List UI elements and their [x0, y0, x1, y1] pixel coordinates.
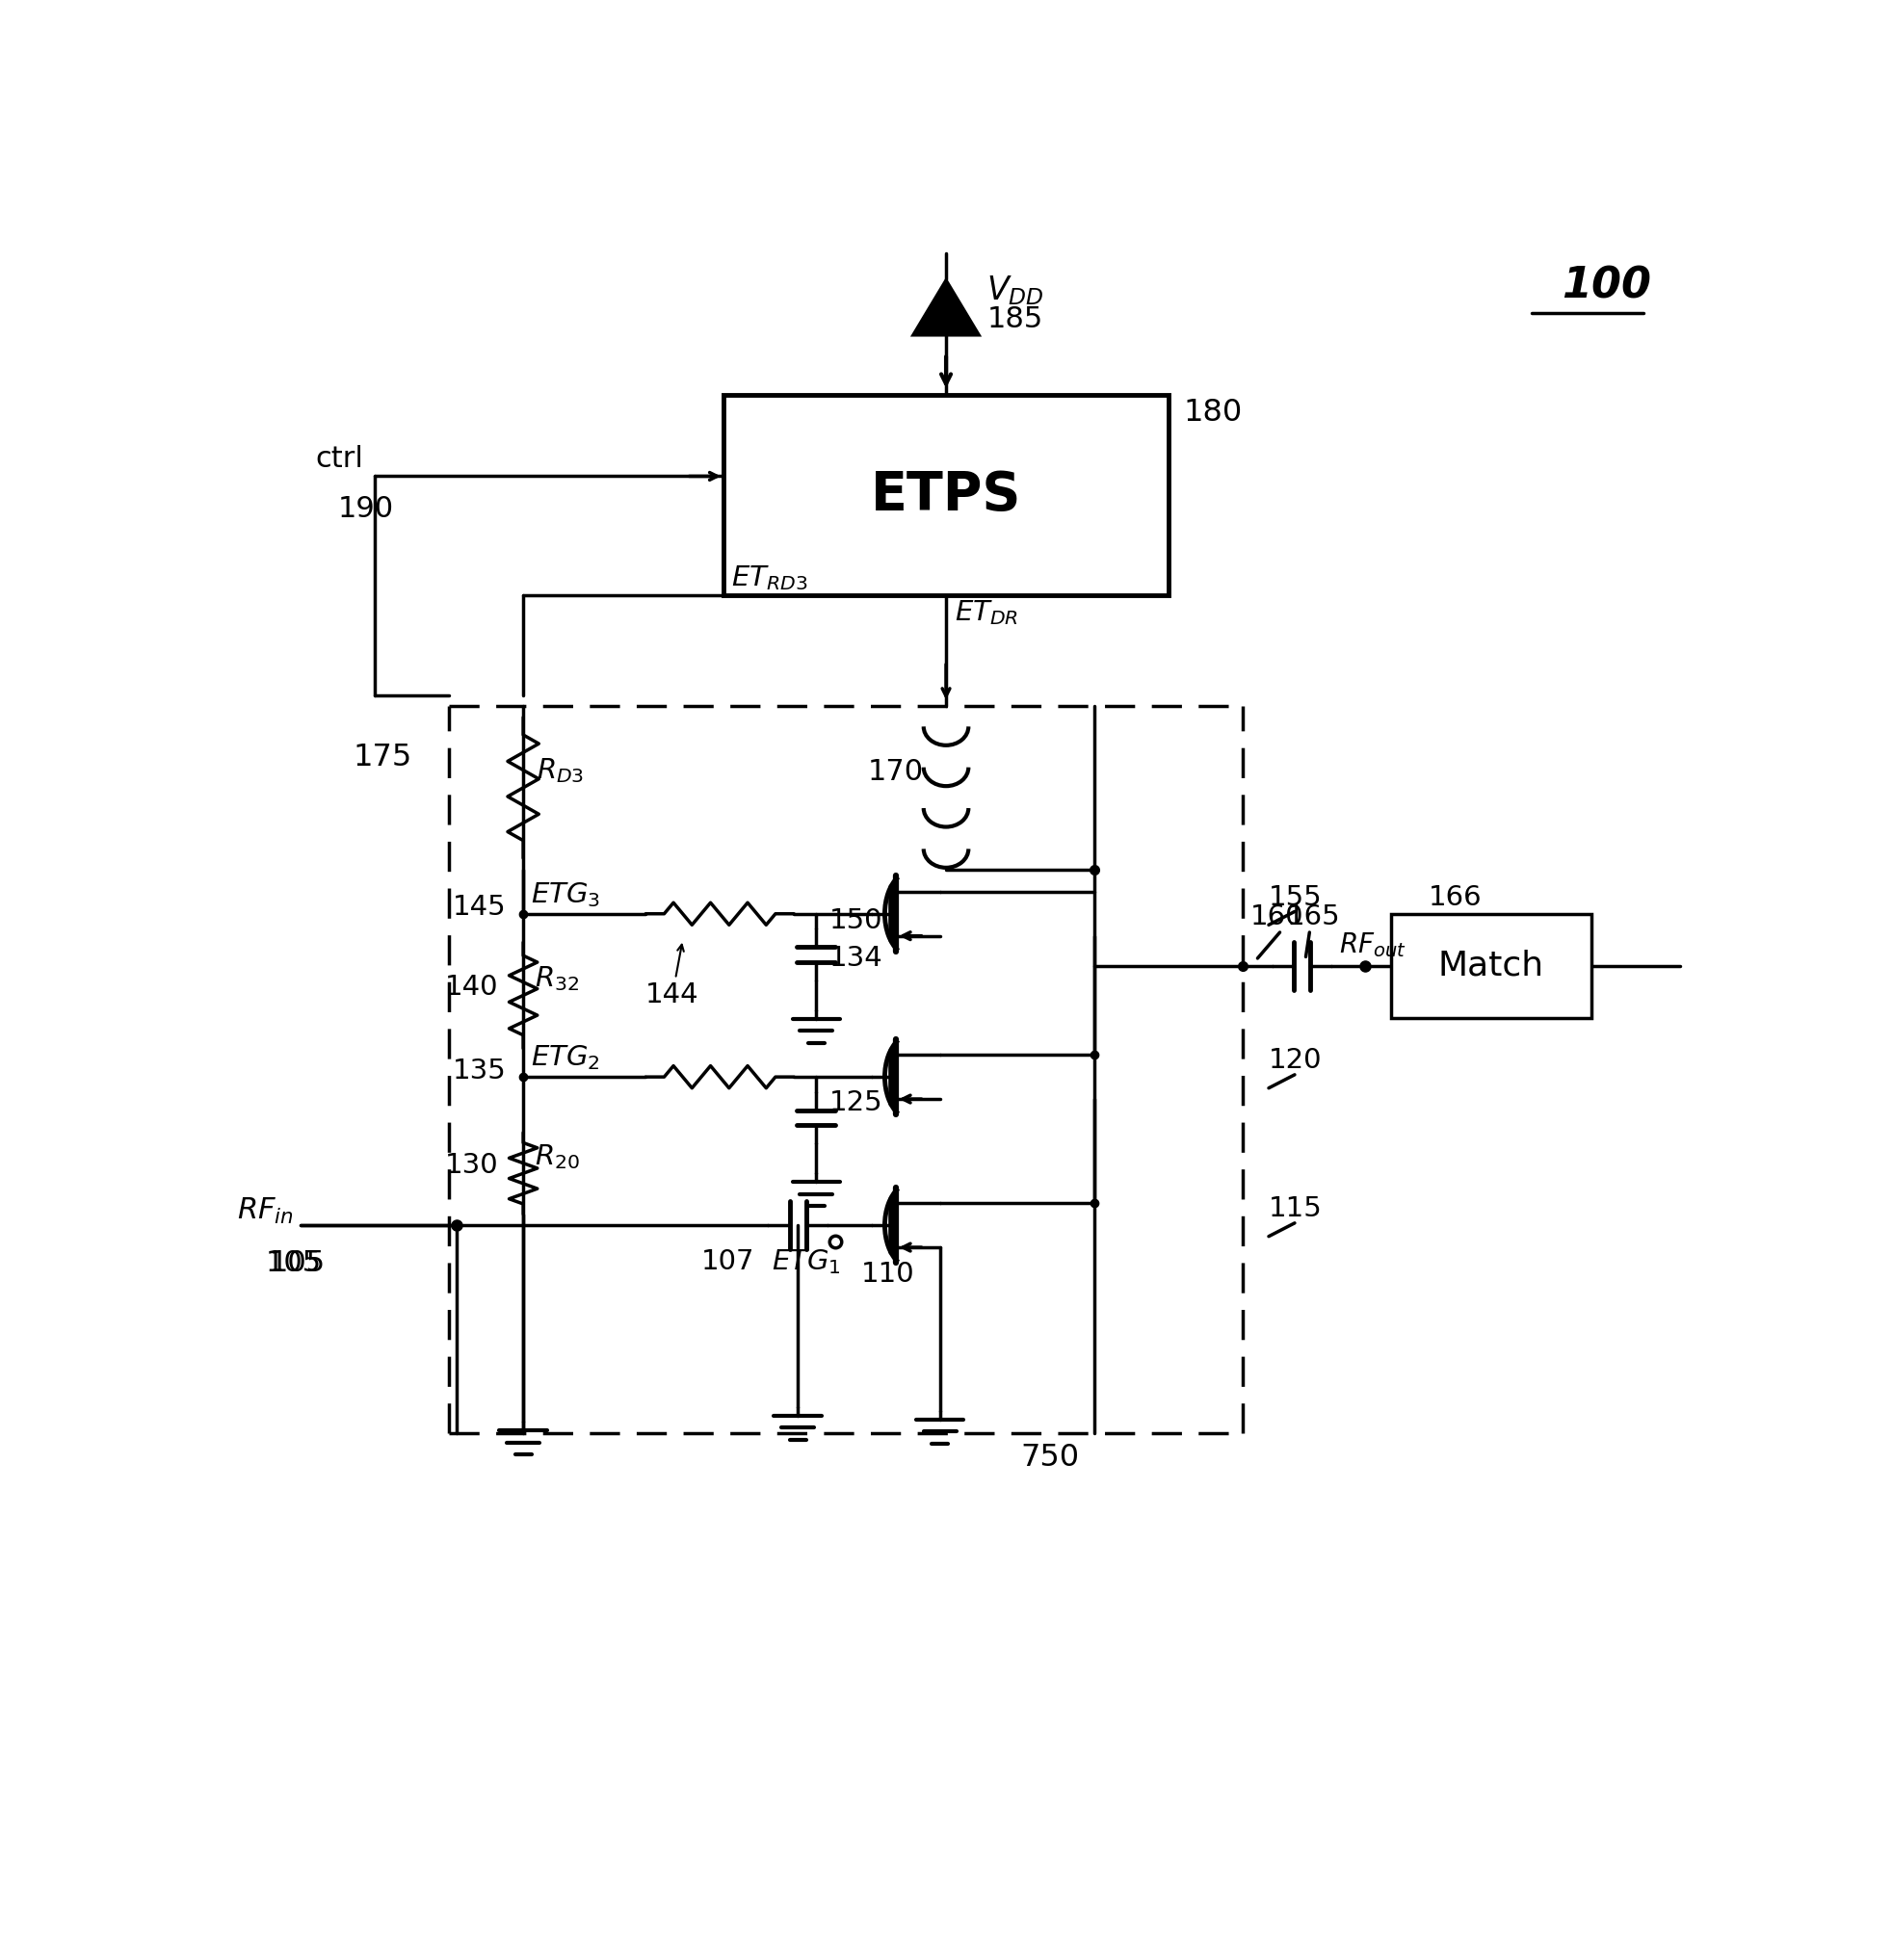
- Text: 170: 170: [868, 759, 923, 786]
- Text: 144: 144: [645, 945, 698, 1009]
- Text: ctrl: ctrl: [316, 445, 363, 472]
- Text: 100: 100: [1561, 265, 1650, 308]
- Text: 134: 134: [829, 945, 884, 972]
- Text: 160: 160: [1249, 904, 1304, 931]
- Text: 180: 180: [1182, 398, 1241, 427]
- Text: 107: 107: [700, 1249, 755, 1276]
- Text: $R_{20}$: $R_{20}$: [534, 1143, 579, 1170]
- Text: $R_{32}$: $R_{32}$: [534, 964, 579, 994]
- Text: 165: 165: [1287, 904, 1340, 931]
- Text: $ET_{DR}$: $ET_{DR}$: [954, 598, 1018, 627]
- Text: $ET_{RD3}$: $ET_{RD3}$: [730, 564, 808, 592]
- Text: ETPS: ETPS: [870, 468, 1022, 521]
- Text: 120: 120: [1268, 1047, 1321, 1074]
- Text: 140: 140: [445, 974, 499, 1002]
- Text: $V_{DD}$: $V_{DD}$: [986, 274, 1044, 308]
- Bar: [723, 394, 1167, 596]
- Text: $R_{D3}$: $R_{D3}$: [535, 757, 585, 786]
- Text: Match: Match: [1438, 949, 1544, 982]
- Text: 750: 750: [1020, 1443, 1078, 1474]
- Text: 175: 175: [352, 743, 411, 772]
- Text: 145: 145: [452, 894, 505, 921]
- Text: 135: 135: [452, 1056, 507, 1084]
- Text: $RF_{in}$: $RF_{in}$: [236, 1196, 293, 1227]
- Text: 115: 115: [1268, 1196, 1323, 1223]
- Text: $RF_{out}$: $RF_{out}$: [1338, 931, 1406, 958]
- Text: 190: 190: [337, 494, 394, 523]
- Bar: [1391, 913, 1591, 1017]
- Text: 105: 105: [269, 1249, 325, 1278]
- Text: 125: 125: [829, 1090, 884, 1115]
- Text: 130: 130: [445, 1152, 499, 1180]
- Text: $ETG_2$: $ETG_2$: [530, 1043, 600, 1072]
- Polygon shape: [912, 280, 978, 335]
- Text: $ETG_1$: $ETG_1$: [772, 1249, 840, 1276]
- Text: 185: 185: [986, 306, 1042, 333]
- Text: $ETG_3$: $ETG_3$: [530, 880, 600, 909]
- Text: 110: 110: [861, 1260, 914, 1288]
- Text: 155: 155: [1268, 884, 1323, 911]
- Text: 150: 150: [829, 907, 882, 935]
- Text: 166: 166: [1427, 884, 1481, 911]
- Text: 105: 105: [265, 1249, 322, 1278]
